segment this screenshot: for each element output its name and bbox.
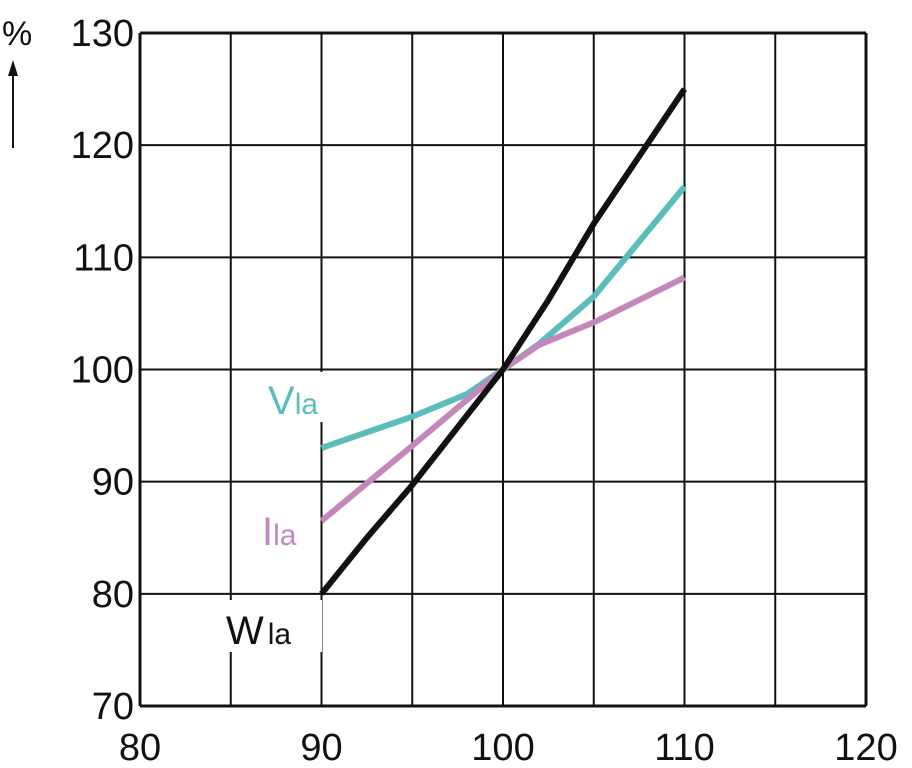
series-label-vla: Vla bbox=[268, 379, 318, 423]
y-tick-label: 90 bbox=[92, 462, 134, 504]
x-tick-label: 100 bbox=[471, 727, 534, 768]
series-line-ila bbox=[319, 274, 686, 524]
x-tick-label: 90 bbox=[300, 727, 342, 768]
y-tick-label: 130 bbox=[71, 13, 134, 55]
x-tick-label: 110 bbox=[654, 727, 715, 768]
y-axis-arrow-icon bbox=[8, 60, 18, 148]
series-label-main: V bbox=[268, 379, 295, 423]
series-line-wla bbox=[319, 87, 687, 596]
x-tick-label: 80 bbox=[119, 727, 161, 768]
label-background bbox=[222, 600, 322, 652]
y-tick-label: 110 bbox=[73, 237, 134, 279]
y-axis-label: % bbox=[2, 15, 32, 53]
y-tick-label: 80 bbox=[92, 574, 134, 616]
series-label-main: W bbox=[226, 609, 264, 653]
label-background bbox=[256, 502, 308, 552]
series-label-main: I bbox=[262, 510, 273, 554]
series-lines bbox=[319, 87, 687, 596]
label-background bbox=[262, 372, 332, 422]
y-tick-label: 120 bbox=[71, 125, 134, 167]
x-tick-label: 120 bbox=[834, 727, 897, 768]
series-label-sub: la bbox=[268, 618, 292, 651]
series-label-sub: la bbox=[273, 519, 297, 552]
series-label-ila: Ila bbox=[262, 510, 297, 554]
series-label-sub: la bbox=[295, 388, 319, 421]
y-tick-label: 70 bbox=[92, 686, 134, 728]
y-tick-label: 100 bbox=[71, 350, 134, 392]
